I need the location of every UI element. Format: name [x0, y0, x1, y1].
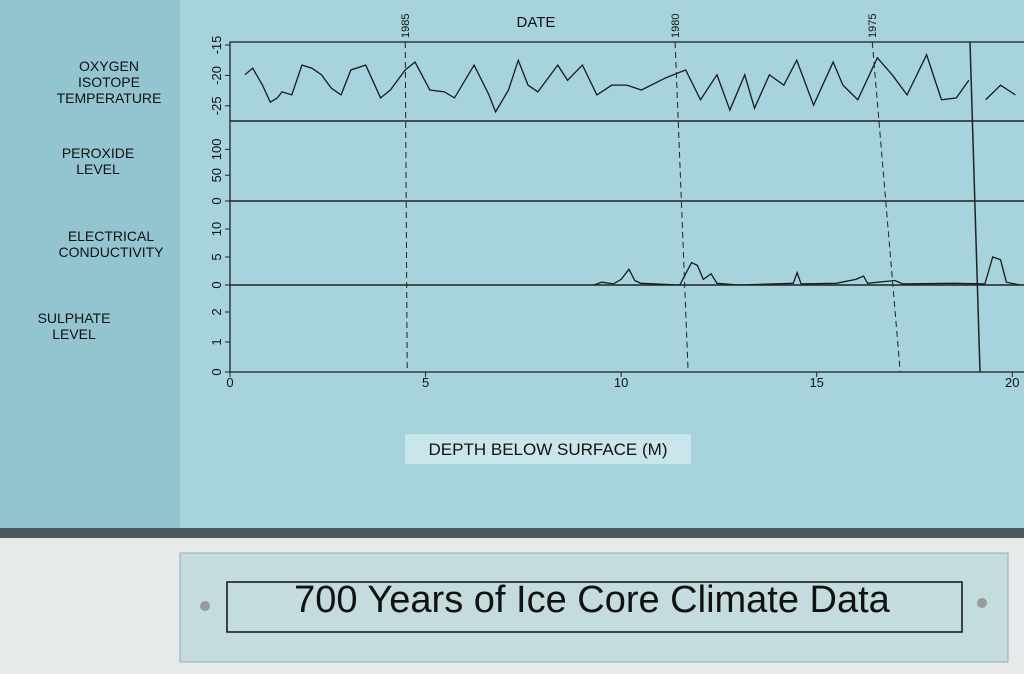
y-tick-label: 100: [209, 139, 224, 161]
y-tick-label: -15: [209, 36, 224, 55]
sheet-seam: [969, 41, 981, 373]
data-line: [593, 256, 1021, 286]
date-line: [674, 41, 689, 373]
y-tick-label: 0: [209, 368, 224, 375]
x2-tick-label: 1985: [400, 14, 412, 38]
data-line: [985, 84, 1016, 101]
x-axis-label: DEPTH BELOW SURFACE (M): [429, 440, 668, 459]
plaque-text: 700 Years of Ice Core Climate Data: [294, 579, 891, 621]
x-tick-label: 10: [614, 375, 628, 390]
y-tick-label: -25: [209, 96, 224, 115]
date-line: [871, 41, 901, 373]
x2-axis-label: DATE: [517, 14, 556, 31]
x-tick-label: 20: [1005, 375, 1019, 390]
y-tick-label: 5: [209, 253, 224, 260]
x2-tick-label: 1980: [670, 14, 682, 38]
x-tick-label: 5: [422, 375, 429, 390]
plaque: [179, 552, 1009, 663]
y-tick-label: 0: [209, 281, 224, 288]
data-line: [244, 53, 970, 114]
y-tick-label: 2: [209, 308, 224, 315]
panel-title: PEROXIDE LEVEL: [61, 145, 135, 177]
plaque-border: [226, 581, 963, 633]
y-tick-label: -20: [209, 66, 224, 85]
y-tick-label: 1: [209, 338, 224, 345]
date-line: [404, 41, 408, 373]
panel-title: ELECTRICAL CONDUCTIVITY: [58, 228, 164, 260]
x-tick-label: 0: [226, 375, 233, 390]
x2-tick-label: 1975: [867, 14, 879, 38]
x-tick-label: 15: [809, 375, 823, 390]
panel-title: OXYGEN ISOTOPE TEMPERATURE: [56, 58, 162, 106]
y-tick-label: 0: [209, 197, 224, 204]
y-tick-label: 10: [209, 222, 224, 236]
screw: [200, 601, 210, 611]
screw: [977, 598, 987, 608]
panel-frame: [229, 284, 1024, 373]
board-edge: [0, 528, 1024, 538]
panel-title: SULPHATE LEVEL: [37, 310, 111, 342]
y-tick-label: 50: [209, 168, 224, 182]
xlabel-box: [405, 434, 691, 464]
